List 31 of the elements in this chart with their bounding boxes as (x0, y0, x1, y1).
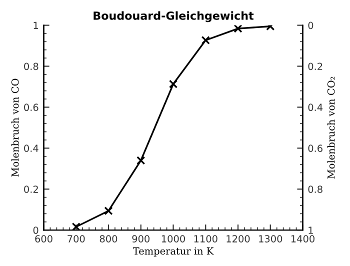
point (72, 222, 80, 230)
x-tick-label: 1200 (226, 235, 250, 242)
x-tick-label: 600 (35, 235, 52, 242)
x-tick-label: 1000 (162, 235, 185, 242)
y-tick-label: 0.2 (24, 186, 38, 193)
x-tick-label: 800 (100, 235, 118, 242)
y2-tick-label: 0 (308, 22, 314, 30)
chart-title: Boudouard-Gleichgewicht (94, 11, 254, 22)
y-tick-label: 1 (34, 22, 38, 29)
y-tick-label: 0.6 (24, 104, 38, 112)
point (136, 156, 146, 165)
y-axis-title: Molenbruch von CO (11, 78, 19, 177)
x-axis-title: Temperatur in K (132, 247, 214, 257)
x-tick-label: 1300 (259, 235, 282, 242)
y2-tick-label: 0.8 (308, 186, 322, 193)
y2-tick-label: 1 (308, 226, 313, 234)
y-tick-label: 0 (33, 226, 38, 234)
x-tick-label: 900 (132, 235, 150, 242)
y2-axis-title: Molenbruch von CO₂ (327, 76, 335, 179)
y-tick-label: 0.8 (24, 62, 38, 70)
point (104, 206, 113, 216)
point (234, 25, 242, 33)
x-tick-label: 700 (68, 235, 85, 242)
y2-tick-label: 0.4 (308, 104, 323, 112)
point (168, 80, 178, 88)
y2-tick-label: 0.2 (308, 62, 322, 70)
point (201, 36, 210, 45)
x-tick-label: 1100 (194, 235, 218, 242)
y2-tick-label: 0.6 (308, 144, 322, 152)
x-tick-label: 1400 (291, 235, 314, 242)
y-tick-label: 0.4 (24, 144, 38, 152)
